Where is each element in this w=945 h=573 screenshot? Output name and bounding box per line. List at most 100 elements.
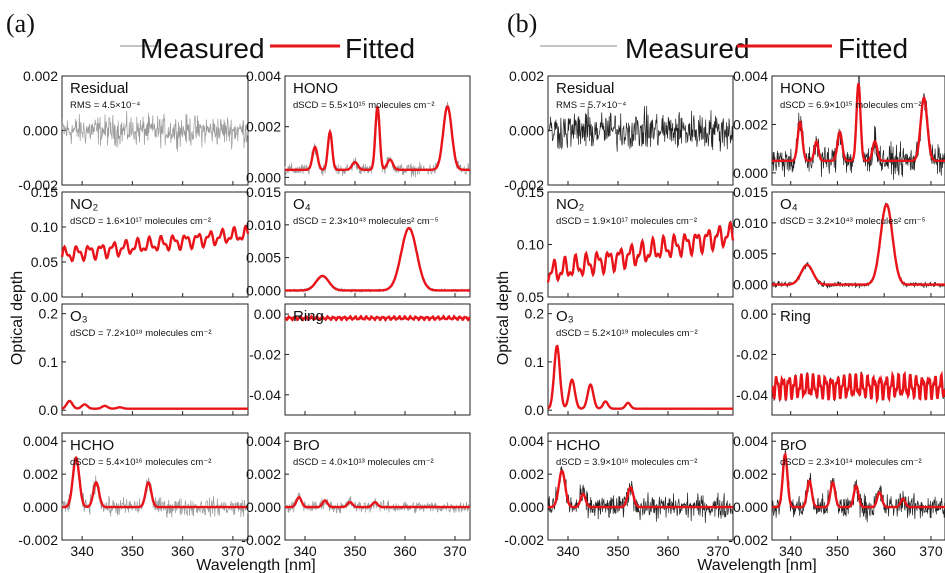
legend-fitted-label: Fitted: [838, 33, 908, 64]
subplot-annotation: dSCD = 3.2×10⁴³ molecules² cm⁻⁵: [780, 216, 926, 227]
y-tick-label: 0.000: [509, 499, 544, 515]
subplot-title: HONO: [780, 80, 825, 97]
y-tick-label: 0.015: [246, 184, 281, 200]
y-tick-label: 0.004: [733, 433, 768, 449]
y-tick-label: 0.005: [246, 250, 281, 266]
subplot-hono: 0.000 0.002 0.004 HONO dSCD = 6.9×10¹⁵ molec…: [733, 68, 945, 186]
x-tick-label: 350: [606, 543, 630, 559]
fitted-series-line: [772, 203, 945, 286]
y-tick-label: 0.002: [23, 466, 58, 482]
fitted-series-line: [61, 399, 248, 410]
y-tick-label: 0.1: [39, 354, 59, 370]
fitted-series-line: [771, 370, 945, 405]
x-tick-label: 360: [873, 543, 897, 559]
subplot-annotation: dSCD = 1.9×10¹⁷ molecules cm⁻²: [556, 216, 697, 227]
subplot-frame: [771, 432, 945, 541]
subplot-frame: [771, 303, 945, 416]
fitted-series-line: [548, 469, 733, 509]
measured-series-line: [61, 225, 249, 263]
subplot-title: BrO: [293, 437, 320, 454]
subplot-bro: -0.002 0.000 0.002 0.004 340 350 360 370 BrO dSCD…: [241, 432, 471, 559]
subplot-title: HCHO: [556, 437, 600, 454]
subplot-frame: [61, 303, 249, 416]
y-tick-label: -0.002: [18, 532, 58, 548]
legend: Measured Fitted: [120, 33, 415, 64]
x-tick-label: 360: [656, 543, 680, 559]
y-tick-label: -0.04: [249, 387, 281, 403]
x-tick-label: 350: [826, 543, 850, 559]
y-axis-title: Optical depth: [495, 271, 512, 365]
y-tick-label: 0.000: [23, 123, 58, 139]
fitted-series-line: [546, 221, 735, 283]
y-axis-title: Optical depth: [9, 271, 26, 365]
y-tick-label: 0.005: [733, 246, 768, 262]
y-tick-label: 0.00: [31, 289, 58, 305]
subplot-annotation: dSCD = 2.3×10⁴³ molecules² cm⁻⁵: [293, 216, 439, 227]
subplot-title: Ring: [293, 308, 324, 325]
subplot-ring: -0.04 -0.02 0.00 Ring: [736, 303, 945, 416]
fitted-series-line: [772, 83, 945, 162]
subplot-residual: -0.002 0.000 0.002 Residual RMS = 5.7×10⁻⁴: [504, 68, 734, 193]
subplot-title: O₄: [780, 196, 798, 213]
panel-label: (a): [6, 9, 35, 38]
y-tick-label: 0.1: [525, 354, 545, 370]
x-axis-title: Wavelength [nm]: [697, 557, 816, 573]
x-tick-label: 370: [706, 543, 730, 559]
subplot-frame: [284, 303, 471, 416]
y-tick-label: 0.10: [517, 237, 544, 253]
subplot-annotation: dSCD = 5.4×10¹⁶ molecules cm⁻²: [70, 457, 211, 468]
subplot-no: 0.00 0.05 0.10 0.15 NO₂ dSCD = 1.6×10¹⁷ molec…: [31, 184, 250, 305]
y-tick-label: 0.002: [733, 116, 768, 132]
subplot-title: HCHO: [70, 437, 114, 454]
measured-series-line: [771, 75, 945, 180]
legend-fitted-label: Fitted: [345, 33, 415, 64]
subplot-ring: -0.04 -0.02 0.00 Ring: [249, 303, 471, 416]
y-tick-label: -0.002: [241, 532, 281, 548]
subplot-annotation: dSCD = 5.5×10¹⁵ molecules cm⁻²: [293, 100, 434, 111]
subplot-residual: -0.002 0.000 0.002 Residual RMS = 4.5×10⁻⁴: [18, 68, 249, 193]
subplot-frame: [61, 432, 249, 541]
x-tick-label: 370: [919, 543, 943, 559]
y-tick-label: 0.000: [509, 123, 544, 139]
subplot-annotation: dSCD = 7.2×10¹⁸ molecules cm⁻²: [70, 328, 212, 339]
y-tick-label: 0.002: [246, 119, 281, 135]
y-tick-label: 0.15: [31, 184, 58, 200]
y-tick-label: 0.002: [23, 68, 58, 84]
x-tick-label: 340: [779, 543, 803, 559]
y-tick-label: 0.004: [23, 433, 58, 449]
measured-series-line: [284, 226, 471, 294]
measured-series-line: [547, 466, 734, 524]
y-tick-label: 0.004: [733, 68, 768, 84]
y-tick-label: 0.0: [525, 402, 545, 418]
subplot-annotation: dSCD = 1.6×10¹⁷ molecules cm⁻²: [70, 216, 211, 227]
subplot-hono: 0.000 0.002 0.004 HONO dSCD = 5.5×10¹⁵ molec…: [246, 68, 471, 186]
y-tick-label: 0.000: [733, 277, 768, 293]
y-tick-label: 0.002: [509, 68, 544, 84]
subplot-title: NO₂: [70, 196, 99, 213]
y-tick-label: 0.2: [525, 306, 545, 322]
fitted-series-line: [284, 314, 471, 322]
subplot-o: 0.000 0.005 0.010 0.015 O₄ dSCD = 2.3×10⁴³ mo…: [246, 184, 471, 298]
subplot-annotation: dSCD = 6.9×10¹⁵ molecules cm⁻²: [780, 100, 921, 111]
y-tick-label: 0.000: [23, 499, 58, 515]
y-tick-label: 0.010: [733, 215, 768, 231]
y-tick-label: -0.04: [736, 387, 768, 403]
subplot-frame: [61, 191, 249, 298]
x-tick-label: 340: [70, 543, 94, 559]
y-tick-label: 0.0: [39, 402, 59, 418]
y-tick-label: 0.05: [517, 289, 544, 305]
x-tick-label: 370: [443, 543, 467, 559]
subplot-frame: [547, 303, 734, 416]
y-tick-label: 0.004: [246, 433, 281, 449]
x-tick-label: 340: [556, 543, 580, 559]
subplot-frame: [771, 75, 945, 186]
x-tick-label: 360: [393, 543, 417, 559]
y-tick-label: 0.015: [733, 184, 768, 200]
subplot-hcho: -0.002 0.000 0.002 0.004 340 350 360 370 HCHO dSC…: [18, 432, 249, 559]
subplot-title: HONO: [293, 80, 338, 97]
legend-measured-label: Measured: [625, 33, 750, 64]
subplot-frame: [284, 75, 471, 186]
legend: Measured Fitted: [540, 33, 908, 64]
y-tick-label: 0.00: [254, 306, 281, 322]
y-tick-label: 0.010: [246, 217, 281, 233]
